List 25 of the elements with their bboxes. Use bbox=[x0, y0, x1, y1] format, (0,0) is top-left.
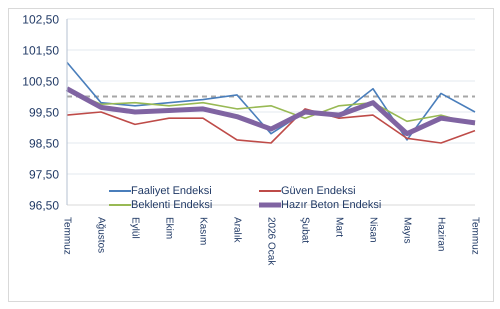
legend-label: Hazır Beton Endeksi bbox=[281, 199, 382, 211]
x-tick-label: Nisan bbox=[368, 217, 378, 243]
legend-label: Beklenti Endeksi bbox=[131, 199, 212, 211]
x-tick-label: 2026 Ocak bbox=[266, 217, 276, 266]
y-tick-label: 101,50 bbox=[22, 43, 60, 58]
x-tick-label: Şubat bbox=[300, 217, 310, 244]
x-tick-label: Ekim bbox=[164, 217, 174, 240]
x-tick-label: Ağustos bbox=[96, 217, 106, 254]
x-tick-label: Mayıs bbox=[402, 217, 412, 244]
x-tick-label: Haziran bbox=[436, 217, 446, 252]
y-tick-label: 102,50 bbox=[22, 12, 60, 26]
x-tick-label: Temmuz bbox=[470, 217, 480, 255]
x-tick-label: Aralık bbox=[232, 217, 242, 244]
legend-label: Güven Endeksi bbox=[281, 185, 356, 197]
y-tick-label: 97,50 bbox=[28, 167, 60, 182]
x-tick-label: Mart bbox=[334, 217, 344, 238]
y-tick-label: 96,50 bbox=[28, 198, 60, 212]
y-tick-label: 99,50 bbox=[28, 105, 60, 120]
x-tick-label: Kasım bbox=[198, 217, 208, 246]
x-tick-label: Temmuz bbox=[62, 217, 72, 255]
y-tick-label: 100,50 bbox=[22, 74, 60, 88]
legend-label: Faaliyet Endeksi bbox=[131, 185, 212, 197]
x-tick-label: Eylül bbox=[130, 217, 140, 239]
line-series bbox=[66, 108, 476, 144]
y-tick-label: 98,50 bbox=[28, 136, 60, 150]
